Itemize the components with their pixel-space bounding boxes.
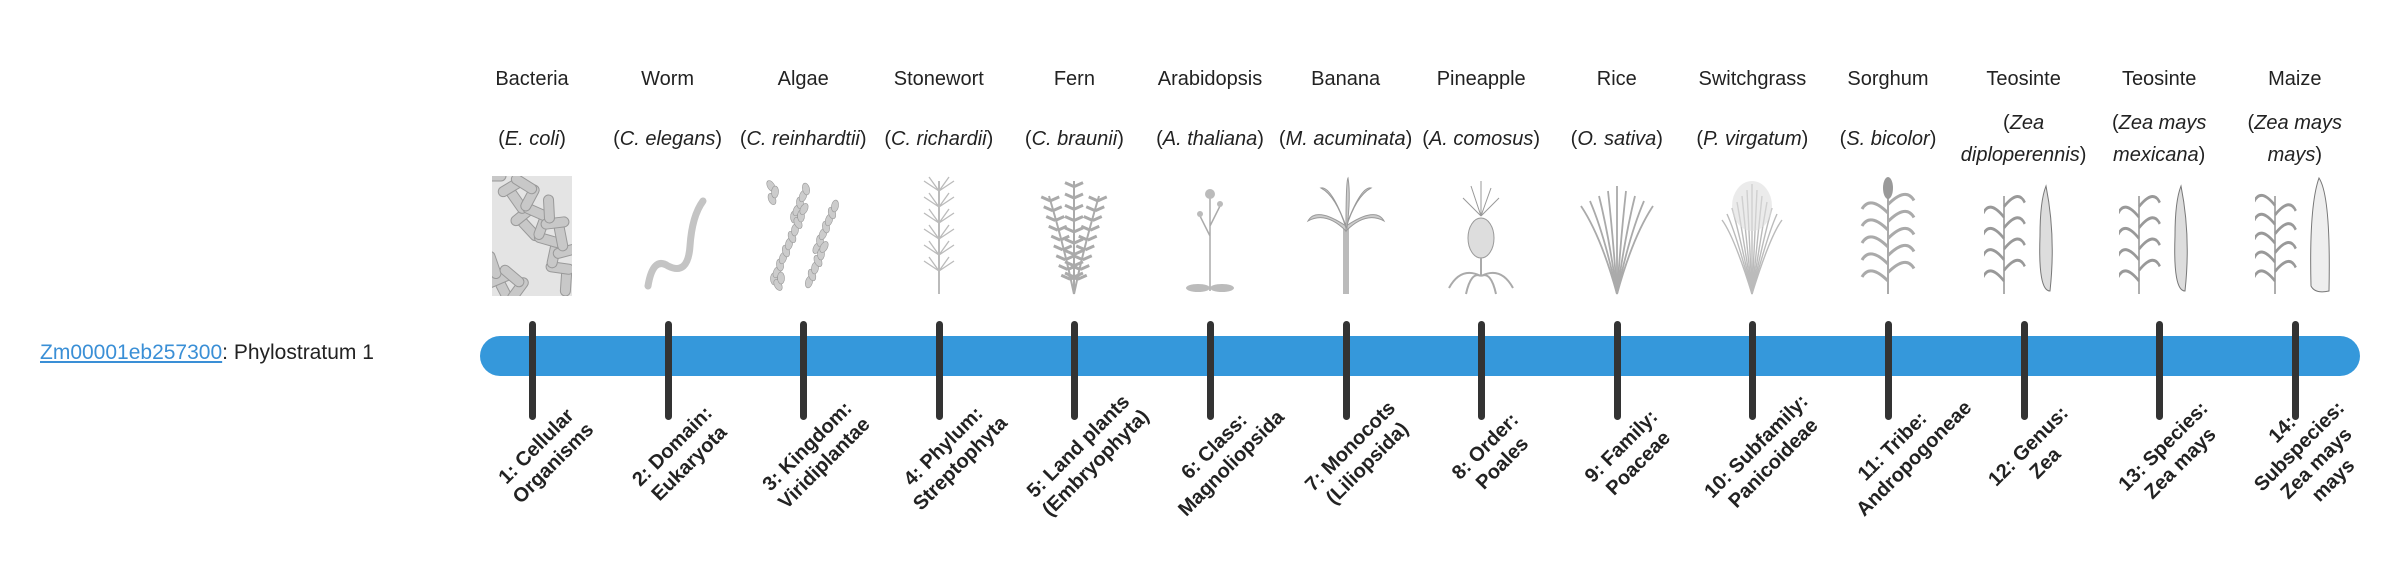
worm-icon <box>644 197 707 290</box>
phylostratum-tick <box>2291 321 2299 420</box>
phylostratum-label: 7: Monocots (Liliopsida) <box>1300 397 1413 509</box>
organism-scientific-name: (Zea mays mays) <box>2247 112 2343 166</box>
fern-icon <box>1041 181 1108 295</box>
phylostratum-tick <box>1071 321 1079 420</box>
phylostratum-tick <box>1885 321 1892 420</box>
phylostratum-label: 14: Subspecies: Zea mays mays <box>2249 397 2360 507</box>
organism-scientific-name: (A. comosus) <box>1422 128 1541 150</box>
organism-common-name: Arabidopsis <box>1157 68 1263 90</box>
organism-scientific-name: (C. elegans) <box>613 128 723 150</box>
sorghum-icon <box>1860 177 1916 294</box>
organism-scientific-name: (A. thaliana) <box>1156 128 1264 150</box>
phylostratum-tick <box>1613 321 1621 420</box>
organism-scientific-name: (S. bicolor) <box>1839 128 1937 150</box>
phylostratum-tick <box>800 321 808 420</box>
organism-scientific-name: (O. sativa) <box>1570 128 1663 150</box>
phylostratum-label: 10: Subfamily: Panicoideae <box>1700 390 1823 513</box>
phylostratum-tick <box>1207 321 1214 420</box>
organism-scientific-name: (Zea mays mexicana) <box>2111 112 2207 166</box>
phylostratum-label: 13: Species: Zea mays <box>2114 397 2221 504</box>
organism-common-name: Stonewort <box>893 68 984 90</box>
phylostratum-label: 6: Class: Magnoliopsida <box>1174 406 1289 521</box>
rice-icon <box>1580 186 1654 295</box>
phylostratum-tick <box>1342 321 1350 420</box>
organism-common-name: Maize <box>2268 68 2322 90</box>
gene-id-link[interactable]: Zm00001eb257300 <box>40 341 223 364</box>
organism-common-name: Banana <box>1311 68 1381 90</box>
algae-icon <box>766 180 840 291</box>
phylostratum-label: 2: Domain: Eukaryota <box>627 402 732 506</box>
phylostratum-label: 5: Land plants (Embryophyta) <box>1023 390 1154 521</box>
organism-scientific-name: (C. braunii) <box>1024 128 1124 150</box>
organism-common-name: Fern <box>1053 68 1095 90</box>
arabidopsis-icon <box>1186 189 1234 292</box>
phylostratum-label: 3: Kingdom: Viridiplantae <box>758 397 875 514</box>
organism-common-name: Rice <box>1596 68 1637 90</box>
phylostratum-label: 8: Order: Poales <box>1448 408 1534 495</box>
organism-scientific-name: (Zea diploperennis) <box>1960 112 2087 166</box>
organism-common-name: Teosinte <box>2121 68 2197 90</box>
banana-icon <box>1306 176 1385 294</box>
phylostratum-tick <box>664 321 672 420</box>
phylostratum-tick <box>1749 321 1757 420</box>
organism-scientific-name: (C. reinhardtii) <box>739 128 867 150</box>
stonewort-icon <box>923 176 955 294</box>
organism-scientific-name: (M. acuminata) <box>1278 128 1413 150</box>
organism-common-name: Worm <box>641 68 695 90</box>
organism-scientific-name: (E. coli) <box>498 128 566 150</box>
phylostratum-tick <box>935 321 943 420</box>
organism-common-name: Pineapple <box>1436 68 1526 90</box>
organism-scientific-name: (C. richardii) <box>884 128 994 150</box>
phylostratum-tick <box>529 321 536 420</box>
phylostratum-label: 4: Phylum: Streptophyta <box>899 402 1012 515</box>
organism-common-name: Algae <box>777 68 829 90</box>
organism-common-name: Bacteria <box>495 68 569 90</box>
phylostratum-label: 9: Family: Poaceae <box>1580 405 1675 500</box>
gene-phylostratum-label: Zm00001eb257300: Phylostratum 1 <box>40 341 374 365</box>
phylostratum-tick <box>2020 321 2028 420</box>
organism-common-name: Switchgrass <box>1698 68 1807 90</box>
phylostratum-tick <box>1478 321 1486 420</box>
phylostratum-tick <box>2156 321 2164 420</box>
teosinte-icon <box>2119 184 2188 294</box>
organism-common-name: Teosinte <box>1986 68 2061 90</box>
phylostratum-timeline-bar <box>480 336 2360 376</box>
bacteria-icon <box>492 176 572 296</box>
pineapple-icon <box>1448 181 1515 295</box>
phylostratum-label: 11: Tribe: Andropogoneae <box>1852 396 1977 521</box>
phylostratum-text: : Phylostratum 1 <box>222 341 374 364</box>
organism-scientific-name: (P. virgatum) <box>1696 128 1809 150</box>
switchgrass-icon <box>1721 181 1783 295</box>
organism-common-name: Sorghum <box>1847 68 1929 90</box>
phylostratum-label: 12: Genus: Zea <box>1983 402 2073 491</box>
maize-icon <box>2254 176 2330 294</box>
phylostratum-label: 1: Cellular Organisms <box>494 404 599 509</box>
teosinte-icon <box>1983 184 2053 294</box>
